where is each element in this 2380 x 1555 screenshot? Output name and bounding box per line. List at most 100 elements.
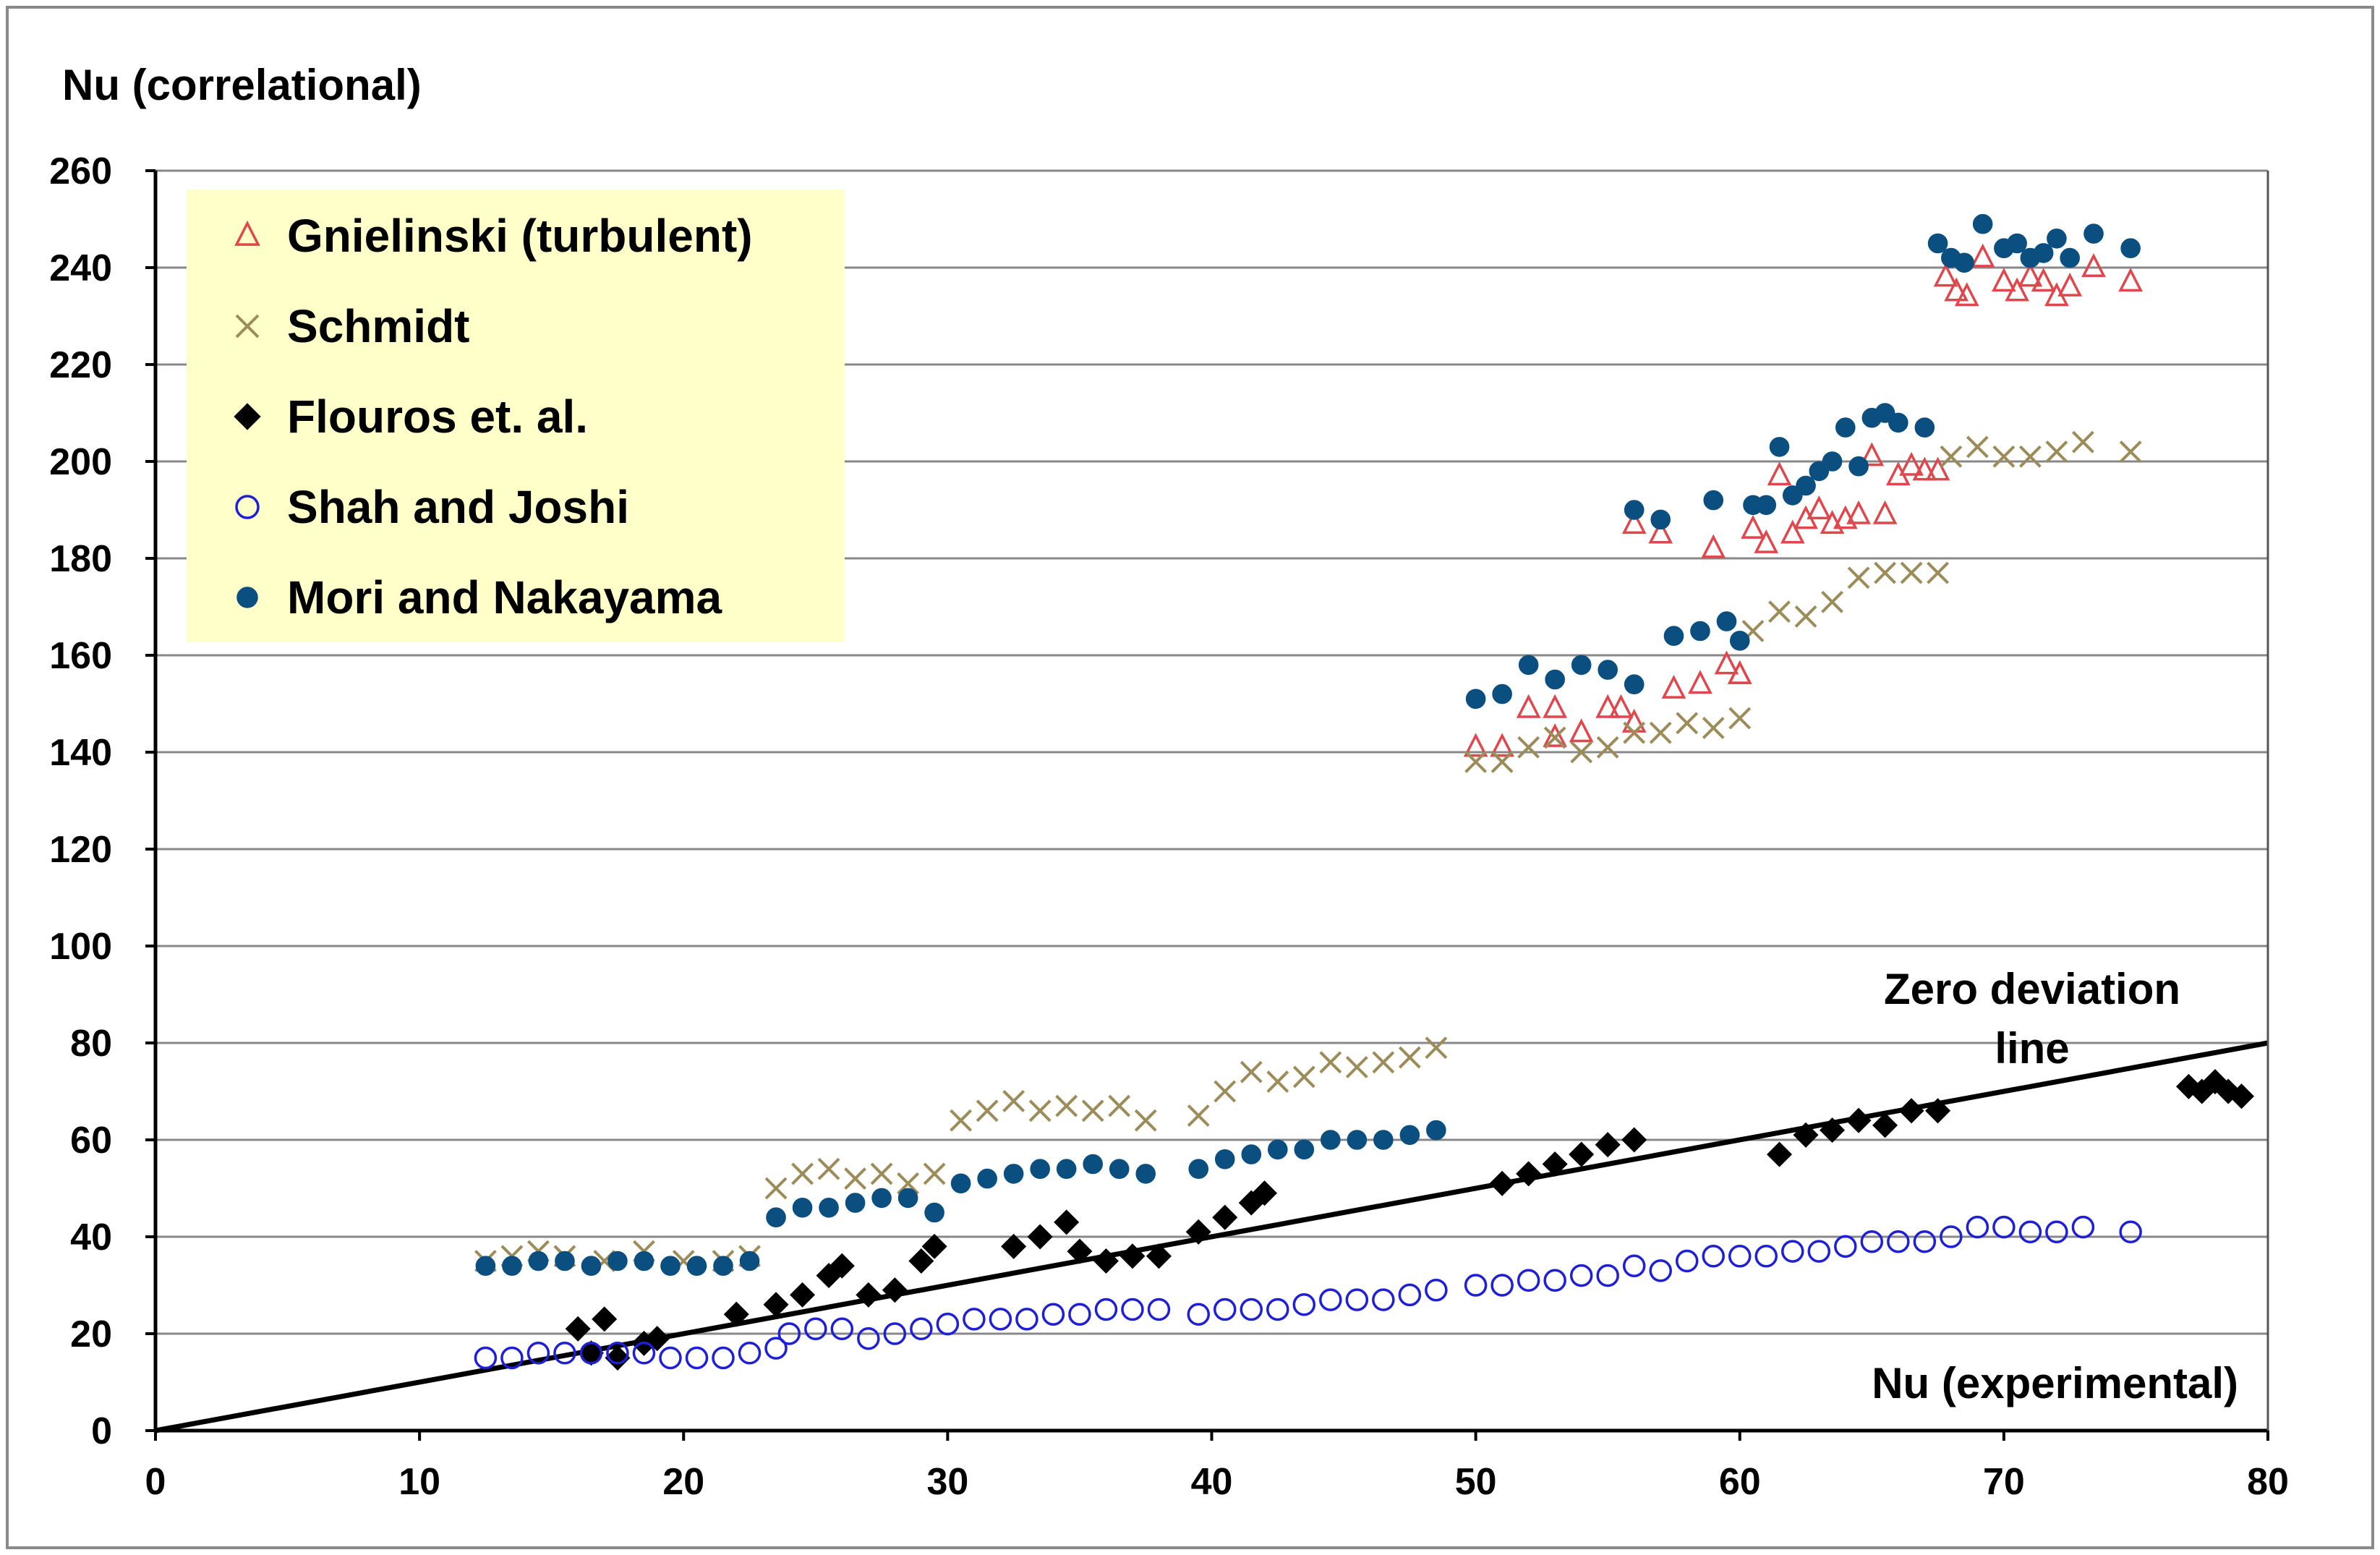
data-point — [1002, 1089, 1025, 1112]
data-point — [1754, 1245, 1778, 1268]
data-point — [1094, 1298, 1118, 1321]
data-point — [1992, 445, 2016, 468]
data-point — [1083, 1154, 1103, 1175]
series-flouros-et-al- — [565, 1069, 2255, 1371]
data-point — [921, 1233, 947, 1259]
x-tick-label: 40 — [1191, 1461, 1233, 1503]
data-point — [1768, 600, 1791, 623]
data-point — [579, 1342, 603, 1365]
data-point — [1927, 561, 1950, 584]
data-point — [1425, 1036, 1448, 1060]
data-point — [1345, 1288, 1369, 1311]
data-point — [1571, 655, 1592, 676]
data-point — [2060, 247, 2080, 268]
data-point — [819, 1198, 839, 1218]
data-point — [1543, 694, 1568, 718]
data-point — [1292, 1293, 1316, 1316]
data-point — [1516, 1161, 1542, 1187]
data-point — [1187, 1303, 1210, 1326]
data-point — [578, 1340, 604, 1366]
data-point — [844, 1167, 866, 1190]
legend-marker-icon — [234, 220, 260, 246]
data-point — [924, 1202, 944, 1223]
data-point — [606, 1342, 629, 1365]
data-point — [1266, 1298, 1289, 1321]
data-point — [2031, 268, 2056, 292]
data-point — [1108, 1094, 1131, 1117]
data-point — [1872, 500, 1898, 524]
data-point — [845, 1193, 866, 1213]
data-point — [1319, 1051, 1342, 1074]
data-point — [660, 1256, 681, 1276]
data-point — [1822, 451, 1843, 472]
x-tick-label: 10 — [398, 1461, 440, 1503]
legend-marker-icon — [235, 495, 260, 519]
data-point — [2057, 272, 2083, 297]
x-tick-label: 60 — [1719, 1461, 1761, 1503]
legend-label: Gnielinski (turbulent) — [287, 210, 753, 262]
legend-entry-4: Shah and Joshi — [235, 481, 629, 533]
data-point — [475, 1256, 496, 1276]
data-point — [1490, 1274, 1514, 1297]
x-tick-label: 70 — [1983, 1461, 2025, 1503]
y-tick-label: 60 — [70, 1120, 112, 1162]
data-point — [1492, 683, 1512, 704]
data-point — [1596, 736, 1619, 759]
data-point — [1835, 417, 1856, 438]
data-point — [1756, 495, 1777, 516]
series-shah-and-joshi — [474, 1215, 2142, 1370]
data-point — [1569, 1264, 1593, 1287]
data-point — [1954, 282, 1979, 307]
data-point — [2007, 233, 2027, 254]
data-point — [1188, 1159, 1209, 1179]
data-point — [871, 1188, 892, 1209]
data-point — [1690, 621, 1710, 642]
data-point — [1728, 1245, 1752, 1268]
data-point — [1241, 1144, 1262, 1164]
data-point — [897, 1172, 920, 1195]
data-point — [1887, 1230, 1910, 1253]
data-point — [1846, 500, 1871, 524]
data-point — [2071, 430, 2094, 453]
data-point — [723, 1301, 749, 1327]
y-tick-label: 200 — [49, 441, 112, 483]
data-points — [474, 213, 2255, 1371]
data-point — [2018, 445, 2042, 468]
data-point — [2120, 238, 2141, 259]
data-point — [1781, 1240, 1804, 1263]
data-point — [738, 1342, 762, 1365]
data-point — [1899, 451, 1924, 476]
data-point — [1030, 1159, 1050, 1179]
data-point — [502, 1256, 522, 1276]
data-point — [1319, 1288, 1342, 1311]
data-point — [1807, 495, 1832, 520]
data-point — [1345, 1056, 1368, 1078]
data-point — [1663, 626, 1684, 647]
legend-entry-5: Mori and Nakayama — [236, 571, 722, 623]
data-point — [1595, 1132, 1621, 1158]
data-point — [2215, 1078, 2241, 1104]
data-point — [1794, 605, 1817, 628]
data-point — [1621, 510, 1647, 534]
data-point — [1972, 213, 1993, 234]
y-tick-label: 160 — [49, 635, 112, 677]
tick-labels: 0 20 40 60 80 100 120 140 160 180 200 220 240 260 0 10 2… — [49, 150, 2289, 1503]
data-point — [2033, 243, 2054, 263]
data-point — [1214, 1298, 1237, 1321]
data-point — [1214, 1080, 1237, 1103]
data-point — [1933, 263, 1958, 287]
data-point — [1490, 750, 1514, 773]
data-point — [1727, 660, 1752, 684]
reference-line-label-2: line — [1995, 1024, 2069, 1073]
data-point — [1701, 534, 1726, 558]
data-point — [1676, 712, 1699, 735]
data-point — [1093, 1248, 1119, 1274]
data-point — [1716, 611, 1737, 631]
data-point — [1372, 1288, 1395, 1311]
data-point — [1872, 1112, 1898, 1138]
y-tick-label: 220 — [49, 344, 112, 386]
data-point — [1940, 445, 1963, 468]
data-point — [977, 1168, 997, 1189]
data-point — [2045, 440, 2068, 464]
data-point — [528, 1251, 549, 1271]
